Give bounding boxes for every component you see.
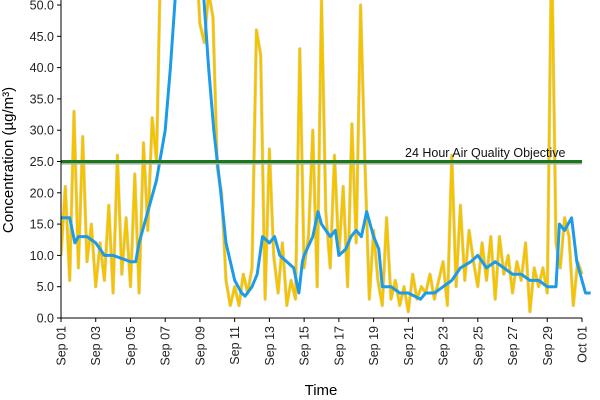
y-tick-label: 40.0: [30, 61, 54, 75]
x-tick-label: Sep 07: [159, 326, 173, 366]
x-tick-label: Sep 03: [89, 326, 103, 366]
objective-label: 24 Hour Air Quality Objective: [405, 146, 566, 160]
y-tick-label: 45.0: [30, 30, 54, 44]
y-tick-label: 50.0: [30, 0, 54, 13]
x-tick-label: Sep 27: [506, 326, 520, 366]
y-tick-label: 5.0: [37, 280, 54, 294]
y-tick-label: 25.0: [30, 155, 54, 169]
x-tick-label: Sep 05: [124, 326, 138, 366]
y-tick-label: 15.0: [30, 218, 54, 232]
x-axis-label: Time: [305, 382, 338, 399]
x-tick-label: Sep 15: [298, 326, 312, 366]
hourly-series-line: [61, 0, 584, 313]
y-tick-label: 20.0: [30, 186, 54, 200]
x-tick-label: Sep 09: [193, 326, 207, 366]
x-tick-label: Sep 23: [437, 326, 451, 366]
x-tick-label: Sep 21: [402, 326, 416, 366]
y-tick-label: 30.0: [30, 124, 54, 138]
y-axis-label: Concentration (µg/m³): [0, 87, 17, 233]
x-tick-label: Sep 19: [367, 326, 381, 366]
x-tick-label: Sep 29: [541, 326, 555, 366]
x-tick-label: Sep 13: [263, 326, 277, 366]
y-tick-label: 0.0: [37, 312, 54, 326]
x-tick-label: Sep 25: [471, 326, 485, 366]
x-tick-label: Sep 01: [55, 326, 69, 366]
x-tick-label: Oct 01: [576, 326, 590, 363]
rolling-mean-line: [61, 0, 591, 301]
y-tick-label: 35.0: [30, 92, 54, 106]
y-tick-label: 10.0: [30, 249, 54, 263]
x-tick-label: Sep 11: [228, 326, 242, 365]
x-tick-label: Sep 17: [332, 326, 346, 366]
